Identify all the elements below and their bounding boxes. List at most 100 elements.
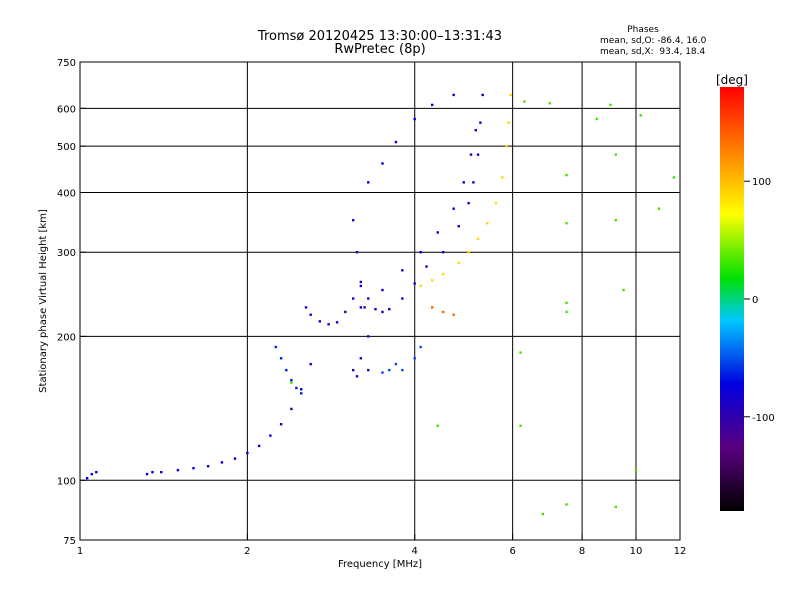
trace-7 [419, 93, 512, 288]
echo-point [220, 461, 224, 464]
echo-point [457, 261, 460, 265]
echo-point [509, 93, 512, 97]
echo-point [622, 288, 625, 292]
trace-8 [430, 306, 455, 316]
echo-point [401, 269, 404, 272]
echo-point [419, 345, 422, 349]
echo-point [381, 310, 384, 314]
y-tick-label-7: 750 [57, 58, 76, 69]
echo-points [85, 93, 676, 516]
echo-point [367, 181, 370, 184]
x-axis: 1 2 4 6 8 10 12 [77, 534, 687, 557]
echo-point [85, 477, 89, 480]
echo-point [452, 93, 455, 97]
echo-point [359, 357, 363, 360]
echo-point [335, 321, 339, 324]
echo-point [441, 272, 445, 276]
echo-point [381, 162, 384, 165]
y-tick-label-4: 400 [57, 188, 76, 199]
echo-point [318, 320, 322, 323]
echo-point [394, 362, 398, 366]
y-tick-label-1: 100 [57, 476, 76, 487]
echo-point [472, 181, 475, 184]
x-tick-label-0: 1 [77, 546, 83, 557]
echo-point [367, 335, 370, 338]
echo-point [355, 375, 359, 378]
echo-point [300, 392, 303, 395]
echo-point [290, 407, 293, 411]
echo-point [285, 368, 288, 372]
trace-9 [290, 100, 676, 516]
echo-point [479, 121, 482, 124]
echo-point [657, 207, 661, 210]
colorbar-tick-label-2: -100 [752, 413, 775, 424]
echo-point [419, 251, 422, 254]
echo-point [290, 378, 293, 382]
echo-point [381, 371, 384, 374]
echo-point [430, 279, 434, 282]
echo-point [300, 388, 303, 391]
echo-point [388, 307, 391, 311]
echo-point [351, 219, 355, 222]
echo-point [413, 282, 416, 285]
echo-point [462, 181, 465, 184]
echo-point [344, 310, 347, 314]
echo-point [436, 231, 439, 234]
echo-point [355, 251, 359, 254]
echo-point [381, 288, 384, 292]
echo-point [363, 306, 366, 309]
echo-point [595, 117, 598, 121]
x-axis-label: Frequency [MHz] [338, 559, 422, 570]
echo-point [413, 117, 416, 121]
echo-point [481, 93, 484, 97]
trace-2 [304, 93, 484, 326]
trace-3 [359, 128, 477, 309]
echo-point [452, 207, 455, 210]
phase-legend-x-mode: mean, sd,X: 93.4, 18.4 [600, 47, 706, 57]
x-tick-label-2: 4 [412, 546, 418, 557]
echo-point [505, 144, 508, 148]
echo-point [494, 201, 498, 205]
x-tick-label-3: 6 [509, 546, 515, 557]
y-tick-label-0: 75 [63, 536, 76, 547]
echo-point [507, 121, 510, 124]
echo-point [309, 313, 312, 316]
x-tick-label-6: 12 [674, 546, 687, 557]
echo-point [246, 451, 249, 455]
echo-point [469, 153, 473, 156]
trace-6 [381, 345, 422, 374]
phase-legend-heading: Phases [627, 25, 659, 35]
echo-point [394, 140, 398, 144]
colorbar-tick-label-0: 100 [752, 177, 771, 188]
echo-point [367, 297, 370, 300]
echo-point [476, 153, 480, 156]
y-tick-label-5: 500 [57, 142, 76, 153]
echo-point [233, 457, 237, 460]
colorbar-ticks: 100 0 -100 [744, 177, 775, 424]
echo-point [351, 297, 355, 300]
echo-point [257, 444, 261, 448]
echo-point [388, 368, 391, 372]
echo-point [290, 381, 293, 384]
echo-point [519, 424, 522, 428]
trace-4 [351, 219, 370, 378]
echo-point [304, 306, 308, 309]
x-tick-label-4: 8 [579, 546, 585, 557]
phase-legend-o-mode: mean, sd,O: -86.4, 16.0 [600, 36, 707, 46]
echo-point [295, 386, 298, 390]
echo-point [565, 503, 568, 506]
echo-point [441, 310, 445, 314]
echo-point [614, 153, 618, 156]
grid-lines [80, 62, 680, 540]
echo-point [176, 468, 180, 472]
plot-area [79, 61, 681, 541]
echo-point [441, 251, 445, 254]
echo-point [565, 173, 568, 177]
echo-point [519, 351, 522, 354]
x-tick-label-5: 10 [630, 546, 643, 557]
colorbar-label: [deg] [716, 73, 748, 87]
echo-point [541, 512, 545, 516]
echo-point [609, 103, 612, 107]
echo-point [401, 297, 404, 300]
